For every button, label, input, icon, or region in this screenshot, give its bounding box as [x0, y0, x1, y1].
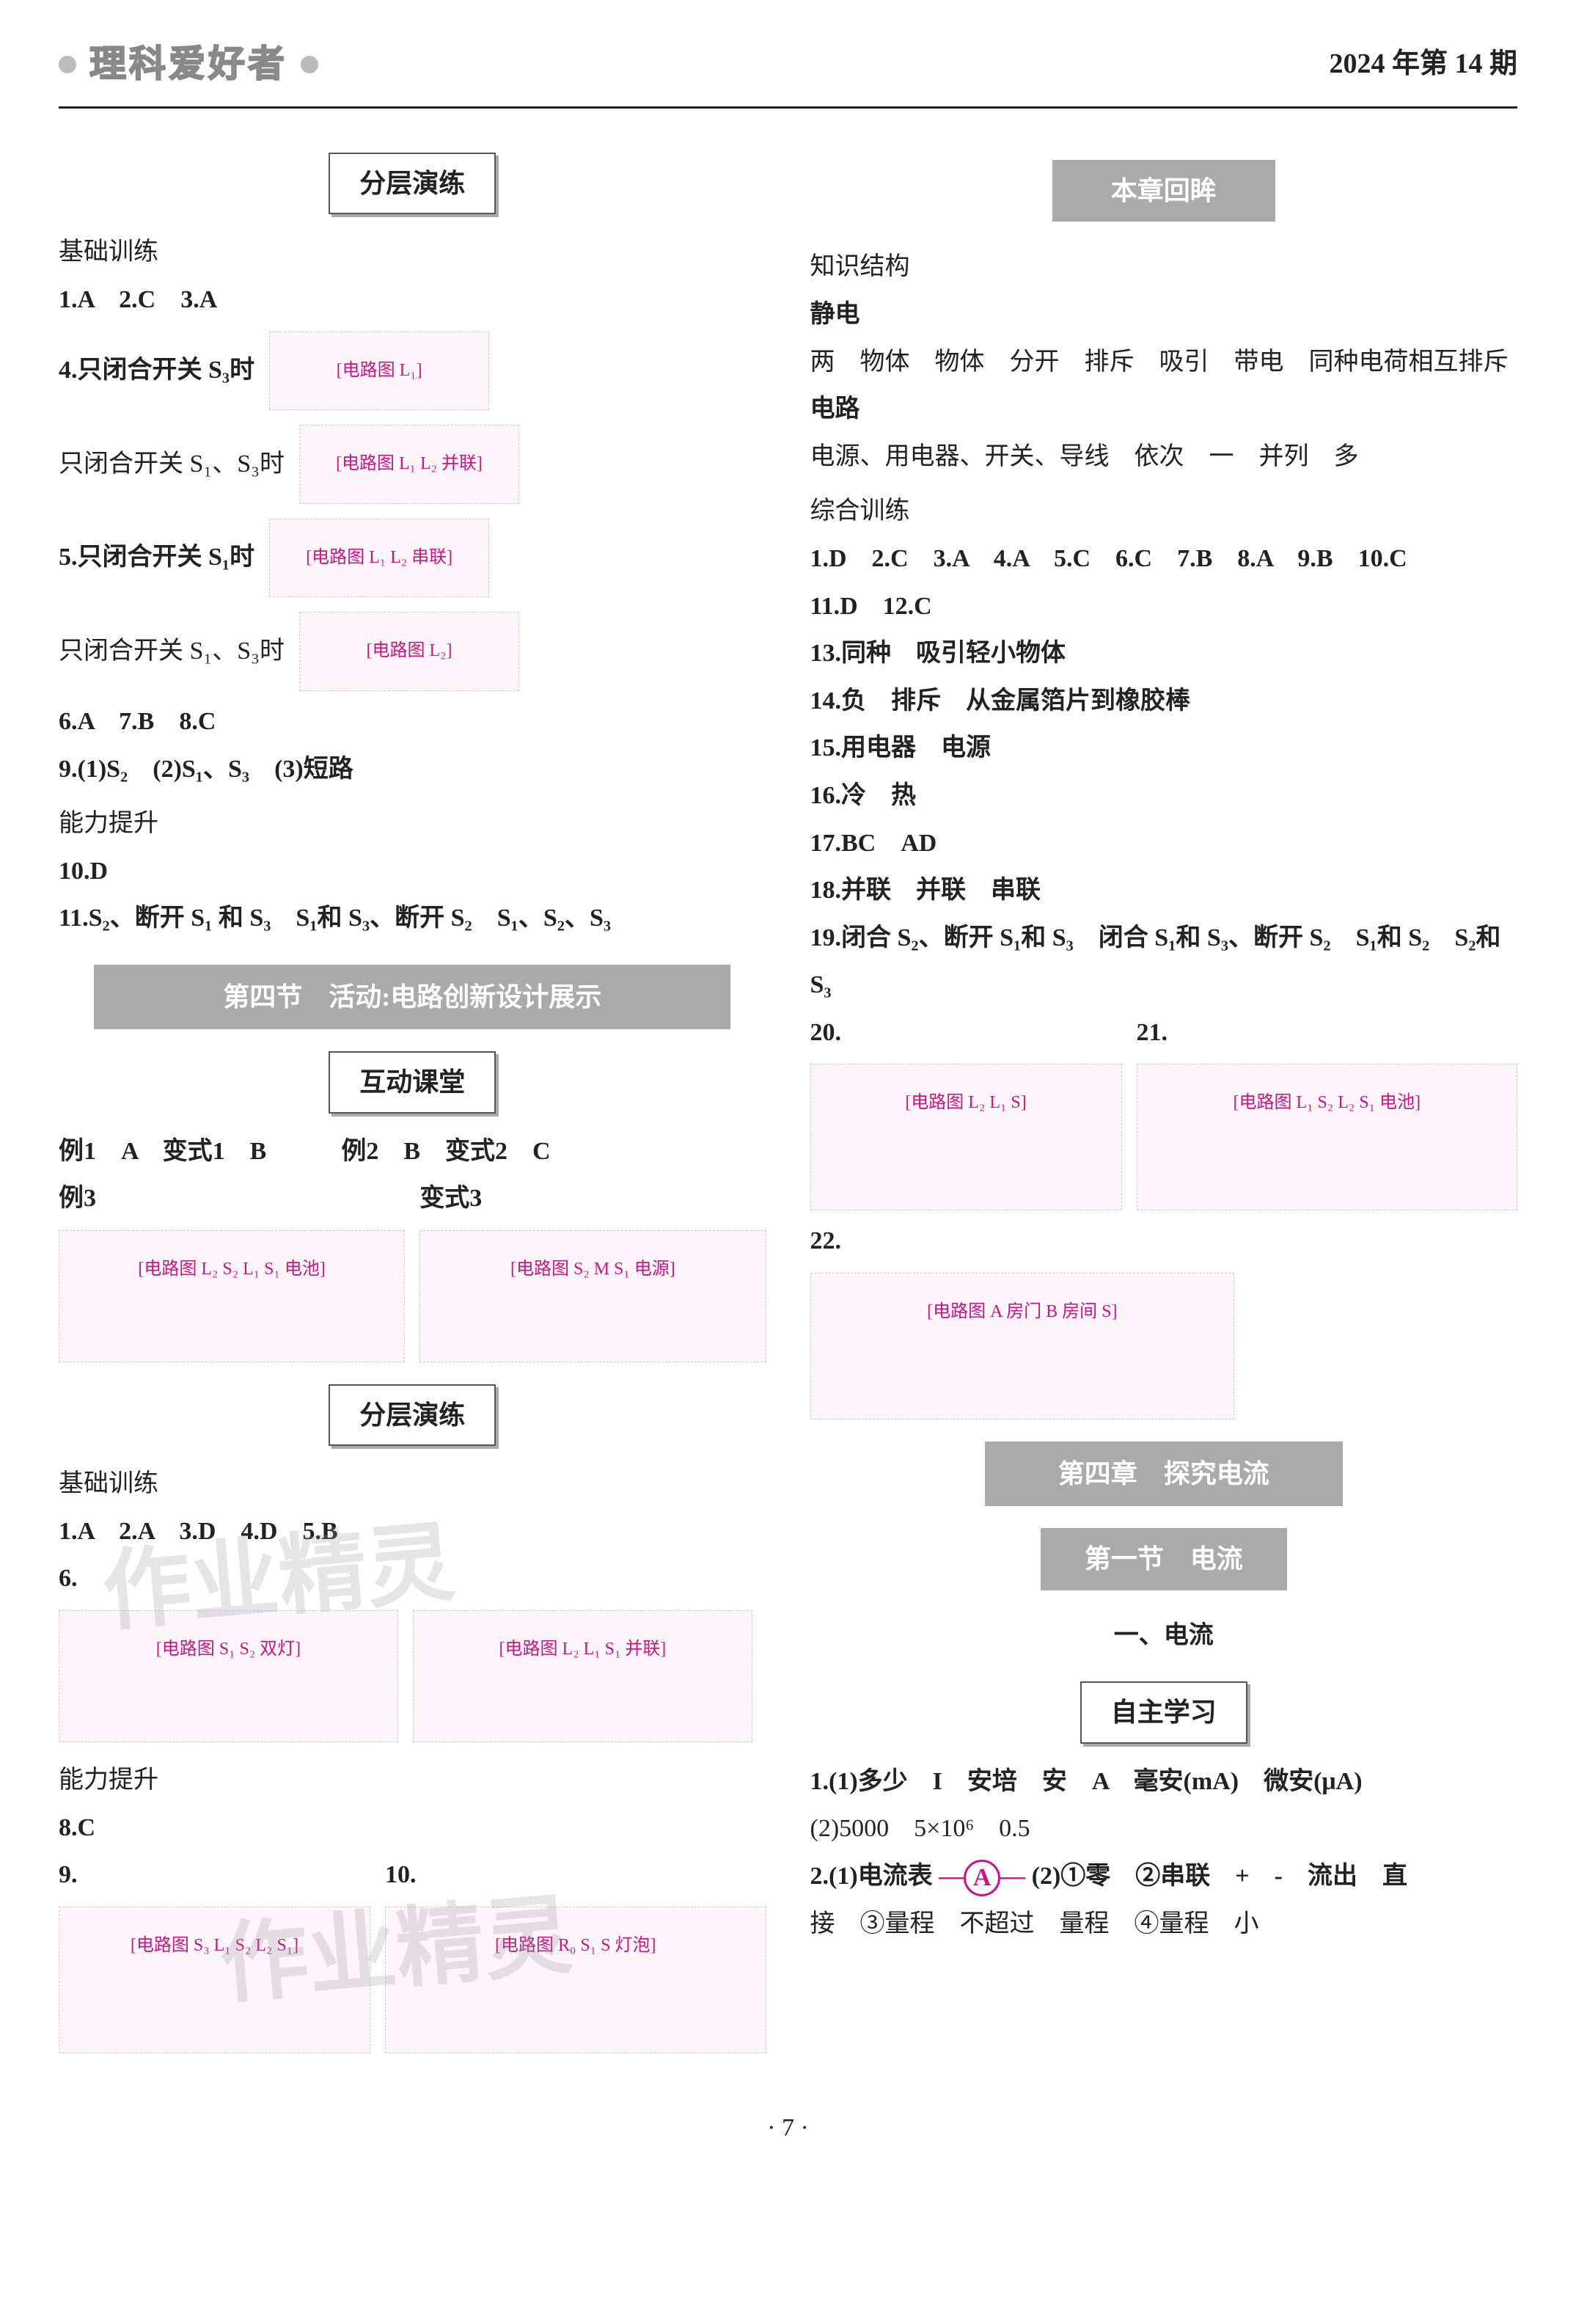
logo-dot-icon	[301, 56, 318, 73]
q9-10-row: 9. [电路图 S₃ L₁ S₂ L₂ S₁] 10. [电路图 R₀ S₁ S…	[59, 1852, 766, 2061]
q6-label: 6.	[59, 1555, 766, 1603]
issue-label: 2024 年第 14 期	[1329, 37, 1517, 90]
circuit-diagram-icon: [电路图 L₁]	[269, 332, 489, 411]
answer-line: 17.BC AD	[810, 820, 1518, 868]
circuit-diagram-icon: [电路图 A 房门 B 房间 S]	[810, 1273, 1235, 1419]
comprehensive-label: 综合训练	[810, 488, 1518, 536]
box-title-self-study: 自主学习	[1080, 1681, 1247, 1743]
circuit-diagram-icon: [电路图 L₂ L₁ S]	[810, 1064, 1122, 1210]
q4b-row: 只闭合开关 S₁、S₃时 [电路图 L₁ L₂ 并联]	[59, 417, 766, 511]
answer-line: 19.闭合 S₂、断开 S₁和 S₃ 闭合 S₁和 S₃、断开 S₂ S₁和 S…	[810, 915, 1518, 1009]
circuit-diagram-icon: [电路图 S₁ S₂ 双灯]	[59, 1610, 398, 1742]
answer-line: 11.S₂、断开 S₁ 和 S₃ S₁和 S₃、断开 S₂ S₁、S₂、S₃	[59, 895, 766, 943]
answer-line: 16.冷 热	[810, 772, 1518, 820]
circuit-diagram-icon: [电路图 R₀ S₁ S 灯泡]	[385, 1907, 766, 2053]
subtitle-current: 一、电流	[810, 1612, 1518, 1660]
q20-label: 20.	[810, 1009, 1122, 1057]
logo-text: 理科爱好者	[89, 29, 287, 99]
circuit-diagram-icon: [电路图 S₃ L₁ S₂ L₂ S₁]	[59, 1907, 370, 2053]
self-study-line-2: 2.(1)电流表 —A— (2)①零 ②串联 + - 流出 直	[810, 1853, 1518, 1901]
q5a-row: 5.只闭合开关 S₁时 [电路图 L₁ L₂ 串联]	[59, 511, 766, 605]
box-title-layered-2: 分层演练	[329, 1384, 496, 1446]
circuit-diagram-icon: [电路图 S₂ M S₁ 电源]	[419, 1230, 766, 1362]
circuit-diagram-icon: [电路图 L₂ S₂ L₁ S₁ 电池]	[59, 1230, 405, 1362]
answer-line: 14.负 排斥 从金属箔片到橡胶棒	[810, 678, 1518, 726]
static-content: 两 物体 物体 分开 排斥 吸引 带电 同种电荷相互排斥	[810, 339, 1518, 387]
answer-line: 8.C	[59, 1805, 766, 1852]
q6-diagrams: [电路图 S₁ S₂ 双灯] [电路图 L₂ L₁ S₁ 并联]	[59, 1603, 766, 1750]
circuit-diagram-icon: [电路图 L₁ S₂ L₂ S₁ 电池]	[1137, 1064, 1517, 1210]
logo-dot-icon	[59, 56, 76, 73]
example-row-1: 例1 A 变式1 B 例2 B 变式2 C	[59, 1128, 766, 1176]
chapter-4-bar: 第四章 探究电流	[985, 1441, 1343, 1506]
ex3-label: 例3	[59, 1175, 405, 1223]
circuit-heading: 电路	[810, 386, 1518, 434]
circuit-diagram-icon: [电路图 L₁ L₂ 串联]	[269, 519, 489, 598]
var3-label: 变式3	[419, 1175, 766, 1223]
answer-line: 11.D 12.C	[810, 583, 1518, 631]
page-number: · 7 ·	[59, 2105, 1517, 2152]
circuit-diagram-icon: [电路图 L₂]	[299, 612, 519, 691]
left-column: 分层演练 基础训练 1.A 2.C 3.A 4.只闭合开关 S₃时 [电路图 L…	[59, 138, 766, 2061]
self-study-line: 1.(1)多少 I 安培 安 A 毫安(mA) 微安(μA)	[810, 1758, 1518, 1806]
answer-line: 1.A 2.A 3.D 4.D 5.B	[59, 1508, 766, 1556]
box-title-interactive: 互动课堂	[329, 1051, 496, 1113]
circuit-diagram-icon: [电路图 L₁ L₂ 并联]	[299, 425, 519, 504]
q4b-text: 只闭合开关 S₁、S₃时	[59, 441, 285, 489]
section-1-bar: 第一节 电流	[1041, 1528, 1287, 1590]
page-header: 理科爱好者 2024 年第 14 期	[59, 29, 1517, 109]
self-study-line: 接 ③量程 不超过 量程 ④量程 小	[810, 1901, 1518, 1948]
ability-label-2: 能力提升	[59, 1757, 766, 1805]
chapter-review-bar: 本章回眸	[1052, 160, 1275, 222]
q10-label: 10.	[385, 1852, 766, 1899]
answer-line: 18.并联 并联 串联	[810, 867, 1518, 915]
ammeter-icon: A	[964, 1860, 1000, 1896]
answer-line: 6.A 7.B 8.C	[59, 698, 766, 746]
q5b-row: 只闭合开关 S₁、S₃时 [电路图 L₂]	[59, 604, 766, 698]
answer-line: 9.(1)S₂ (2)S₁、S₃ (3)短路	[59, 746, 766, 794]
static-heading: 静电	[810, 291, 1518, 339]
right-column: 本章回眸 知识结构 静电 两 物体 物体 分开 排斥 吸引 带电 同种电荷相互排…	[810, 138, 1518, 2061]
self-study-line: (2)5000 5×10⁶ 0.5	[810, 1805, 1518, 1853]
box-title-layered-1: 分层演练	[329, 153, 496, 214]
content-columns: 分层演练 基础训练 1.A 2.C 3.A 4.只闭合开关 S₃时 [电路图 L…	[59, 138, 1517, 2061]
circuit-diagram-icon: [电路图 L₂ L₁ S₁ 并联]	[413, 1610, 752, 1742]
q21-label: 21.	[1137, 1009, 1517, 1057]
self-2a-text: 2.(1)电流表	[810, 1863, 933, 1890]
basic-training-label: 基础训练	[59, 229, 766, 277]
line-dash-icon: —	[1000, 1863, 1025, 1890]
q5b-text: 只闭合开关 S₁、S₃时	[59, 628, 285, 676]
q5a-text: 5.只闭合开关 S₁时	[59, 534, 254, 582]
section-4-bar: 第四节 活动:电路创新设计展示	[94, 965, 730, 1029]
self-2b-text: (2)①零 ②串联 + - 流出 直	[1032, 1863, 1407, 1890]
ability-label: 能力提升	[59, 800, 766, 848]
example-row-2: 例3 [电路图 L₂ S₂ L₁ S₁ 电池] 变式3 [电路图 S₂ M S₁…	[59, 1175, 766, 1370]
answer-line: 1.A 2.C 3.A	[59, 277, 766, 324]
basic-training-label-2: 基础训练	[59, 1461, 766, 1508]
circuit-content: 电源、用电器、开关、导线 依次 一 并列 多	[810, 434, 1518, 481]
q9-label: 9.	[59, 1852, 370, 1899]
answer-line: 10.D	[59, 848, 766, 896]
q22-label: 22.	[810, 1218, 1518, 1265]
knowledge-structure-label: 知识结构	[810, 244, 1518, 291]
q4a-text: 4.只闭合开关 S₃时	[59, 347, 254, 395]
logo: 理科爱好者	[59, 29, 318, 99]
q4a-row: 4.只闭合开关 S₃时 [电路图 L₁]	[59, 324, 766, 418]
answer-line: 13.同种 吸引轻小物体	[810, 630, 1518, 678]
line-dash-icon: —	[939, 1863, 964, 1890]
answer-line: 15.用电器 电源	[810, 725, 1518, 772]
q20-21-row: 20. [电路图 L₂ L₁ S] 21. [电路图 L₁ S₂ L₂ S₁ 电…	[810, 1009, 1518, 1218]
answer-line: 1.D 2.C 3.A 4.A 5.C 6.C 7.B 8.A 9.B 10.C	[810, 536, 1518, 583]
